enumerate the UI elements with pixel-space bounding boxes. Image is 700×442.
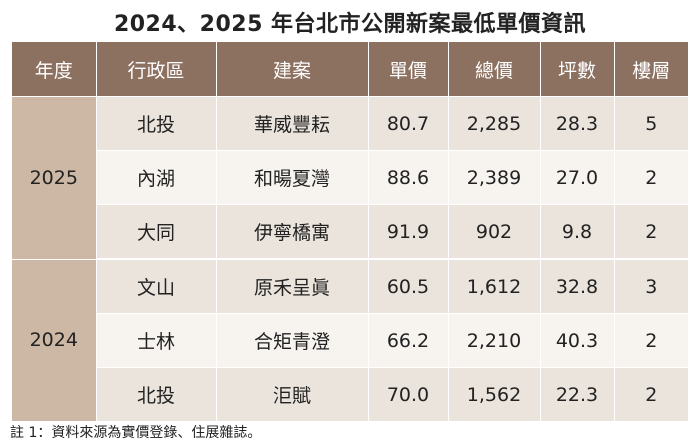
unit-price-cell: 60.5: [368, 259, 449, 314]
header-unit-price: 單價: [368, 42, 449, 97]
area-cell: 28.3: [540, 96, 615, 151]
floor-cell: 2: [614, 204, 688, 260]
district-cell: 大同: [96, 204, 217, 260]
table-row: 北投 洰賦 70.0 1,562 22.3 2: [12, 367, 688, 422]
district-cell: 內湖: [96, 150, 217, 205]
header-total-price: 總價: [448, 42, 541, 97]
floor-cell: 2: [614, 150, 688, 205]
header-project: 建案: [216, 42, 369, 97]
district-cell: 北投: [96, 96, 217, 151]
floor-cell: 3: [614, 259, 688, 314]
project-cell: 和暘夏灣: [216, 150, 369, 205]
district-cell: 士林: [96, 313, 217, 368]
total-price-cell: 902: [448, 204, 541, 260]
table-row: 大同 伊寧橋寓 91.9 902 9.8 2: [12, 204, 688, 260]
unit-price-cell: 80.7: [368, 96, 449, 151]
area-cell: 27.0: [540, 150, 615, 205]
total-price-cell: 2,210: [448, 313, 541, 368]
header-floor: 樓層: [614, 42, 688, 97]
header-district: 行政區: [96, 42, 217, 97]
total-price-cell: 2,389: [448, 150, 541, 205]
year-cell: 2024: [12, 259, 97, 422]
total-price-cell: 1,612: [448, 259, 541, 314]
total-price-cell: 2,285: [448, 96, 541, 151]
page-title: 2024、2025 年台北市公開新案最低單價資訊: [113, 12, 587, 37]
floor-cell: 2: [614, 367, 688, 422]
area-cell: 32.8: [540, 259, 615, 314]
table-row: 士林 合矩青澄 66.2 2,210 40.3 2: [12, 313, 688, 368]
header-row: 年度 行政區 建案 單價 總價 坪數 樓層: [12, 42, 688, 97]
unit-price-cell: 70.0: [368, 367, 449, 422]
header-year: 年度: [12, 42, 97, 97]
price-table: 年度 行政區 建案 單價 總價 坪數 樓層 2025 北投 華威豐耘 80.7 …: [12, 42, 688, 422]
total-price-cell: 1,562: [448, 367, 541, 422]
source-note: 註 1：資料來源為實價登錄、住展雜誌。: [10, 425, 262, 441]
project-cell: 原禾呈眞: [216, 259, 369, 314]
area-cell: 9.8: [540, 204, 615, 260]
area-cell: 40.3: [540, 313, 615, 368]
project-cell: 華威豐耘: [216, 96, 369, 151]
unit-price-cell: 66.2: [368, 313, 449, 368]
project-cell: 洰賦: [216, 367, 369, 422]
floor-cell: 5: [614, 96, 688, 151]
unit-price-cell: 88.6: [368, 150, 449, 205]
floor-cell: 2: [614, 313, 688, 368]
district-cell: 北投: [96, 367, 217, 422]
district-cell: 文山: [96, 259, 217, 314]
table-row: 內湖 和暘夏灣 88.6 2,389 27.0 2: [12, 150, 688, 205]
year-cell: 2025: [12, 96, 97, 260]
unit-price-cell: 91.9: [368, 204, 449, 260]
project-cell: 伊寧橋寓: [216, 204, 369, 260]
header-area: 坪數: [540, 42, 615, 97]
project-cell: 合矩青澄: [216, 313, 369, 368]
table-row: 2024 文山 原禾呈眞 60.5 1,612 32.8 3: [12, 259, 688, 422]
table-row: 2025 北投 華威豐耘 80.7 2,285 28.3 5: [12, 96, 688, 260]
area-cell: 22.3: [540, 367, 615, 422]
